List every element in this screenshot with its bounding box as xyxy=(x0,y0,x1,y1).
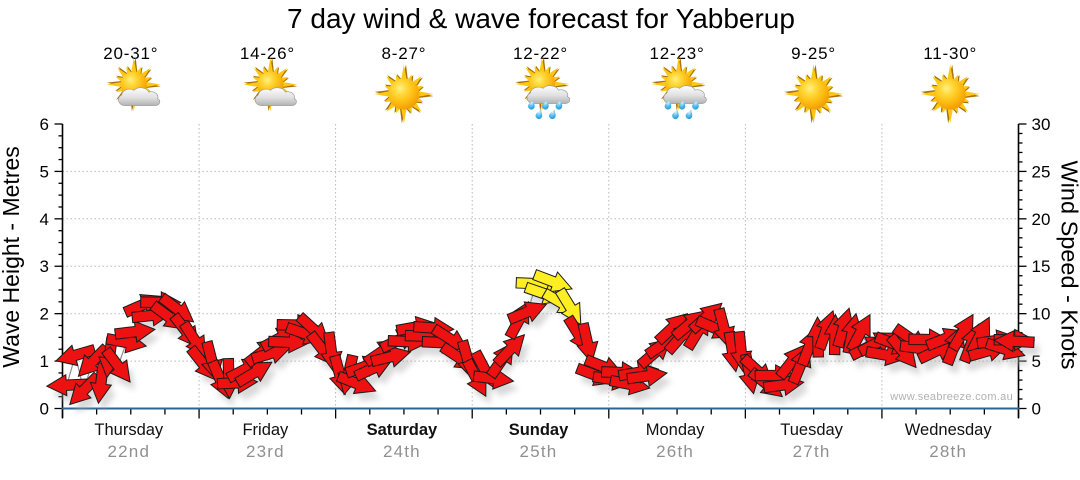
svg-text:3: 3 xyxy=(40,257,49,276)
svg-text:Tuesday: Tuesday xyxy=(780,421,843,439)
svg-text:4: 4 xyxy=(40,210,49,229)
svg-text:10: 10 xyxy=(1032,305,1051,324)
svg-text:12-23°: 12-23° xyxy=(650,44,705,63)
svg-text:26th: 26th xyxy=(656,442,694,461)
svg-text:0: 0 xyxy=(1032,400,1041,419)
svg-text:22nd: 22nd xyxy=(107,442,150,461)
svg-text:25: 25 xyxy=(1032,162,1051,181)
svg-text:Wednesday: Wednesday xyxy=(905,421,993,439)
svg-text:20-31°: 20-31° xyxy=(103,44,158,63)
svg-text:2: 2 xyxy=(40,305,49,324)
svg-text:www.seabreeze.com.au: www.seabreeze.com.au xyxy=(889,391,1013,403)
svg-text:Friday: Friday xyxy=(242,421,289,439)
svg-text:Wind Speed - Knots: Wind Speed - Knots xyxy=(1057,161,1080,370)
svg-text:27th: 27th xyxy=(793,442,831,461)
svg-text:14-26°: 14-26° xyxy=(240,44,295,63)
svg-text:7 day wind & wave forecast for: 7 day wind & wave forecast for Yabberup xyxy=(287,3,795,34)
svg-text:6: 6 xyxy=(40,115,49,134)
svg-text:Saturday: Saturday xyxy=(367,421,438,439)
svg-text:15: 15 xyxy=(1032,257,1051,276)
svg-text:24th: 24th xyxy=(383,442,421,461)
svg-text:8-27°: 8-27° xyxy=(381,44,426,63)
svg-text:23rd: 23rd xyxy=(246,442,285,461)
svg-text:Sunday: Sunday xyxy=(509,421,569,439)
svg-text:20: 20 xyxy=(1032,210,1051,229)
svg-text:11-30°: 11-30° xyxy=(923,44,977,63)
svg-text:30: 30 xyxy=(1032,115,1051,134)
svg-text:Monday: Monday xyxy=(646,421,705,439)
svg-text:28th: 28th xyxy=(929,442,967,461)
svg-text:Wave Height - Metres: Wave Height - Metres xyxy=(0,146,24,368)
svg-text:Thursday: Thursday xyxy=(94,421,164,439)
svg-text:9-25°: 9-25° xyxy=(791,44,836,63)
svg-text:25th: 25th xyxy=(520,442,558,461)
svg-text:0: 0 xyxy=(40,400,49,419)
svg-text:1: 1 xyxy=(40,352,49,371)
svg-text:12-22°: 12-22° xyxy=(513,44,568,63)
svg-text:5: 5 xyxy=(40,162,49,181)
